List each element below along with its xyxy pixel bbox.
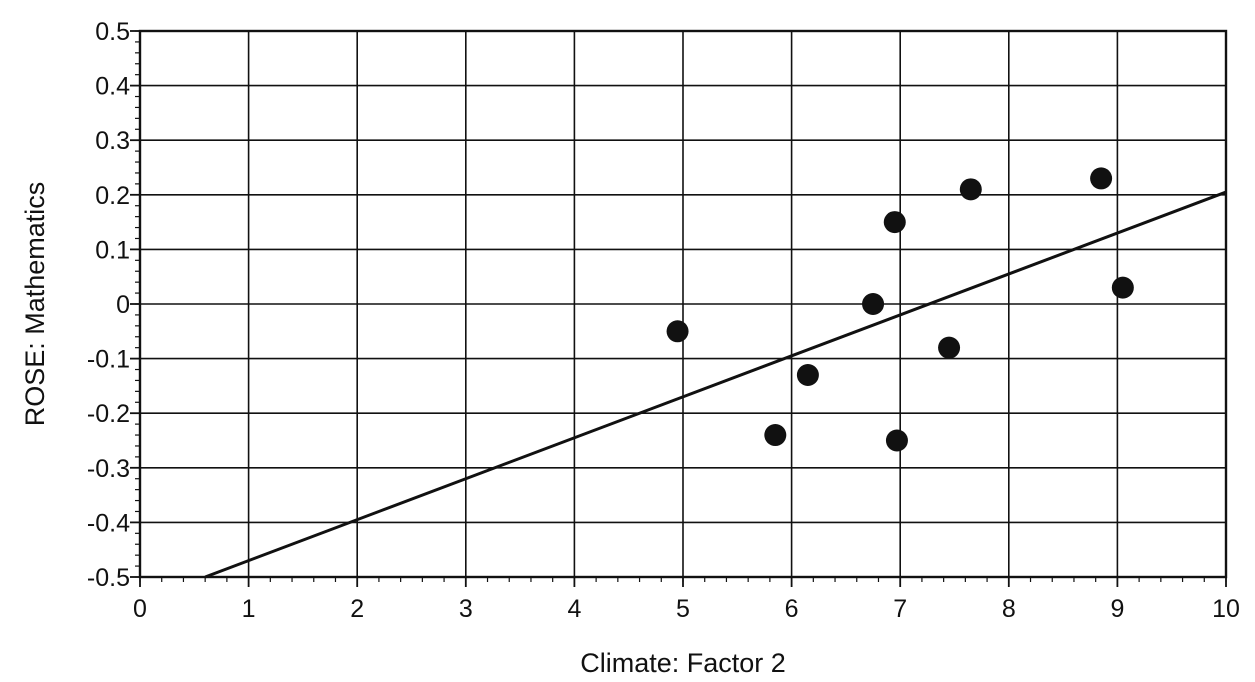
y-tick-label: 0.1 — [95, 236, 130, 264]
y-tick-label: -0.2 — [87, 400, 130, 428]
x-tick-label: 8 — [1002, 595, 1016, 623]
data-point — [938, 336, 961, 359]
data-point — [883, 211, 906, 234]
trend-line — [204, 190, 1227, 579]
x-tick-label: 4 — [567, 595, 581, 623]
data-point — [666, 320, 689, 343]
data-point — [764, 424, 787, 447]
data-point — [796, 363, 819, 386]
data-point — [1090, 167, 1113, 190]
data-point — [959, 178, 982, 201]
y-tick-label: -0.4 — [87, 509, 130, 537]
y-tick-label: 0 — [116, 291, 130, 319]
y-tick-labels: 0.5 0.4 0.3 0.2 0.1 0 -0.1 -0.2 -0.3 -0.4 -0.5 — [87, 18, 130, 592]
data-points — [666, 167, 1134, 452]
x-tick-label: 5 — [676, 595, 690, 623]
x-axis-title: Climate: Factor 2 — [580, 648, 786, 678]
y-tick-label: 0.5 — [95, 18, 130, 46]
x-tick-label: 0 — [133, 595, 147, 623]
y-tick-label: -0.1 — [87, 346, 130, 374]
y-tick-label: 0.2 — [95, 182, 130, 210]
plot-frame — [138, 29, 1228, 579]
x-tick-label: 3 — [459, 595, 473, 623]
axes — [130, 29, 1228, 587]
data-point — [885, 429, 908, 452]
y-tick-label: 0.3 — [95, 127, 130, 155]
data-point — [1111, 276, 1134, 299]
grid — [139, 30, 1227, 578]
y-axis-title: ROSE: Mathematics — [20, 182, 50, 427]
y-tick-label: 0.4 — [95, 73, 130, 101]
trend-line-layer — [204, 190, 1227, 579]
x-tick-label: 6 — [785, 595, 799, 623]
x-tick-label: 7 — [893, 595, 907, 623]
x-tick-label: 2 — [350, 595, 364, 623]
data-point — [862, 293, 885, 315]
y-tick-label: -0.3 — [87, 455, 130, 483]
x-tick-label: 9 — [1110, 595, 1124, 623]
x-tick-label: 10 — [1212, 595, 1240, 623]
x-tick-labels: 0 1 2 3 4 5 6 7 8 9 10 — [133, 595, 1240, 623]
x-tick-label: 1 — [242, 595, 256, 623]
y-tick-label: -0.5 — [87, 564, 130, 592]
